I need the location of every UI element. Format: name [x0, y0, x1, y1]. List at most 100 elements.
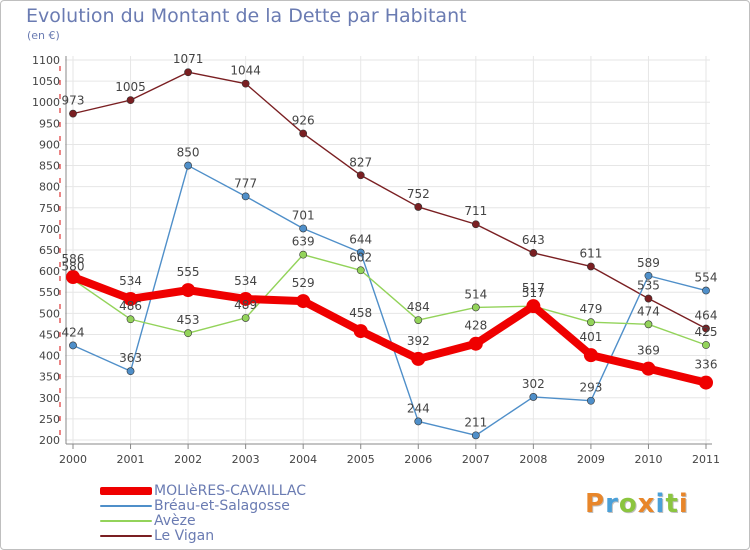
point-aveze-2009 — [587, 318, 595, 327]
series-line-molieres-cavaillac — [69, 273, 710, 387]
point-aveze-2010 — [644, 320, 653, 329]
y-tick-label-350: 350 — [39, 371, 60, 384]
y-tick-label-250: 250 — [39, 413, 60, 426]
data-label-molieres-cavaillac-2011: 336 — [695, 358, 718, 372]
data-label-molieres-cavaillac-2003: 534 — [234, 274, 257, 288]
data-label-breau-et-salagosse-2010: 589 — [637, 256, 660, 270]
legend-swatch-aveze — [100, 520, 152, 522]
data-label-aveze-2002: 453 — [177, 313, 200, 327]
logo-letter: o — [618, 489, 638, 519]
data-label-molieres-cavaillac-2005: 458 — [349, 306, 372, 320]
data-label-le-vigan-2011: 464 — [695, 309, 718, 323]
legend-label-breau-et-salagosse: Bréau-et-Salagosse — [154, 498, 290, 514]
data-label-breau-et-salagosse-2005: 644 — [349, 233, 372, 247]
point-molieres-cavaillac-2006 — [411, 351, 426, 366]
data-label-molieres-cavaillac-2002: 555 — [177, 265, 200, 279]
data-label-le-vigan-2010: 535 — [637, 279, 660, 293]
point-molieres-cavaillac-2011 — [699, 375, 713, 390]
chart-title: Evolution du Montant de la Dette par Hab… — [26, 5, 467, 27]
y-tick-label-300: 300 — [39, 392, 60, 405]
point-le-vigan-2011 — [702, 324, 710, 333]
y-tick-label-800: 800 — [39, 181, 60, 194]
data-label-aveze-2011: 425 — [695, 325, 718, 339]
data-label-breau-et-salagosse-2011: 554 — [695, 271, 718, 285]
data-label-aveze-2007: 514 — [464, 287, 487, 301]
logo-letter: r — [605, 489, 619, 519]
y-tick-label-750: 750 — [39, 202, 60, 215]
legend-label-molieres-cavaillac: MOLIèRES-CAVAILLAC — [154, 483, 307, 499]
x-tick-label-2000: 2000 — [59, 453, 87, 466]
point-le-vigan-2000 — [69, 109, 77, 118]
point-le-vigan-2005 — [356, 171, 365, 180]
x-tick-label-2010: 2010 — [634, 453, 662, 466]
data-label-aveze-2004: 639 — [292, 235, 315, 249]
point-molieres-cavaillac-2007 — [468, 336, 483, 351]
point-le-vigan-2001 — [126, 96, 135, 105]
data-label-le-vigan-2004: 926 — [292, 113, 315, 127]
point-molieres-cavaillac-2004 — [296, 294, 311, 309]
point-breau-et-salagosse-2001 — [126, 367, 135, 376]
point-aveze-2007 — [471, 303, 480, 312]
logo-letter: i — [678, 489, 689, 519]
y-tick-label-400: 400 — [39, 350, 60, 363]
y-tick-label-550: 550 — [39, 286, 60, 299]
data-label-molieres-cavaillac-2006: 392 — [407, 334, 430, 348]
point-molieres-cavaillac-2005 — [353, 324, 368, 339]
point-le-vigan-2004 — [299, 129, 308, 138]
data-label-le-vigan-2003: 1044 — [230, 64, 261, 78]
point-le-vigan-2003 — [241, 79, 250, 88]
axes: 200 250 300 350 400 450 500 550 600 650 700 750 800 8… — [32, 54, 720, 466]
y-tick-label-1050: 1050 — [32, 75, 60, 88]
y-tick-label-950: 950 — [39, 117, 60, 130]
point-breau-et-salagosse-2002 — [184, 161, 192, 170]
logo-letter: i — [655, 489, 666, 519]
point-molieres-cavaillac-2000 — [66, 270, 80, 285]
point-molieres-cavaillac-2008 — [526, 299, 541, 314]
x-tick-label-2009: 2009 — [577, 453, 605, 466]
y-tick-label-700: 700 — [39, 223, 60, 236]
data-label-breau-et-salagosse-2009: 293 — [579, 381, 602, 395]
point-breau-et-salagosse-2000 — [69, 341, 77, 350]
point-molieres-cavaillac-2002 — [181, 283, 196, 298]
data-label-aveze-2001: 486 — [119, 299, 142, 313]
y-tick-label-850: 850 — [39, 160, 60, 173]
data-label-breau-et-salagosse-2008: 302 — [522, 377, 545, 391]
x-tick-label-2007: 2007 — [462, 453, 490, 466]
y-tick-label-450: 450 — [39, 328, 60, 341]
data-label-le-vigan-2001: 1005 — [115, 80, 146, 94]
data-label-molieres-cavaillac-2001: 534 — [119, 274, 142, 288]
x-tick-label-2001: 2001 — [117, 453, 145, 466]
point-le-vigan-2008 — [529, 249, 538, 257]
series-line-le-vigan — [72, 71, 707, 330]
x-tick-label-2011: 2011 — [692, 453, 720, 466]
data-label-le-vigan-2005: 827 — [349, 155, 372, 169]
point-aveze-2004 — [299, 250, 308, 259]
data-label-molieres-cavaillac-2008: 517 — [522, 281, 545, 295]
point-aveze-2006 — [414, 316, 423, 324]
data-label-le-vigan-2008: 643 — [522, 233, 545, 247]
data-label-aveze-2000: 580 — [62, 260, 85, 274]
y-tick-label-1000: 1000 — [32, 96, 60, 109]
x-tick-label-2006: 2006 — [404, 453, 432, 466]
data-label-breau-et-salagosse-2007: 211 — [464, 415, 487, 429]
x-tick-label-2002: 2002 — [174, 453, 202, 466]
point-molieres-cavaillac-2009 — [583, 348, 598, 363]
data-label-aveze-2006: 484 — [407, 300, 430, 314]
point-molieres-cavaillac-2001 — [123, 291, 138, 306]
point-breau-et-salagosse-2007 — [471, 431, 480, 440]
y-tick-label-1100: 1100 — [32, 54, 60, 67]
point-breau-et-salagosse-2004 — [299, 224, 308, 233]
y-tick-label-900: 900 — [39, 138, 60, 151]
data-label-molieres-cavaillac-2009: 401 — [579, 330, 602, 344]
point-le-vigan-2007 — [471, 220, 480, 229]
legend-label-aveze: Avèze — [154, 513, 196, 529]
point-aveze-2011 — [702, 341, 710, 349]
data-label-aveze-2003: 489 — [234, 298, 257, 312]
point-le-vigan-2002 — [184, 68, 192, 77]
y-tick-label-200: 200 — [39, 434, 60, 447]
legend-swatch-molieres-cavaillac — [100, 487, 152, 495]
data-label-le-vigan-2002: 1071 — [173, 52, 204, 66]
data-label-breau-et-salagosse-2002: 850 — [177, 146, 200, 160]
data-label-aveze-2005: 602 — [349, 250, 372, 264]
proxiti-logo: Proxiti — [585, 489, 689, 519]
